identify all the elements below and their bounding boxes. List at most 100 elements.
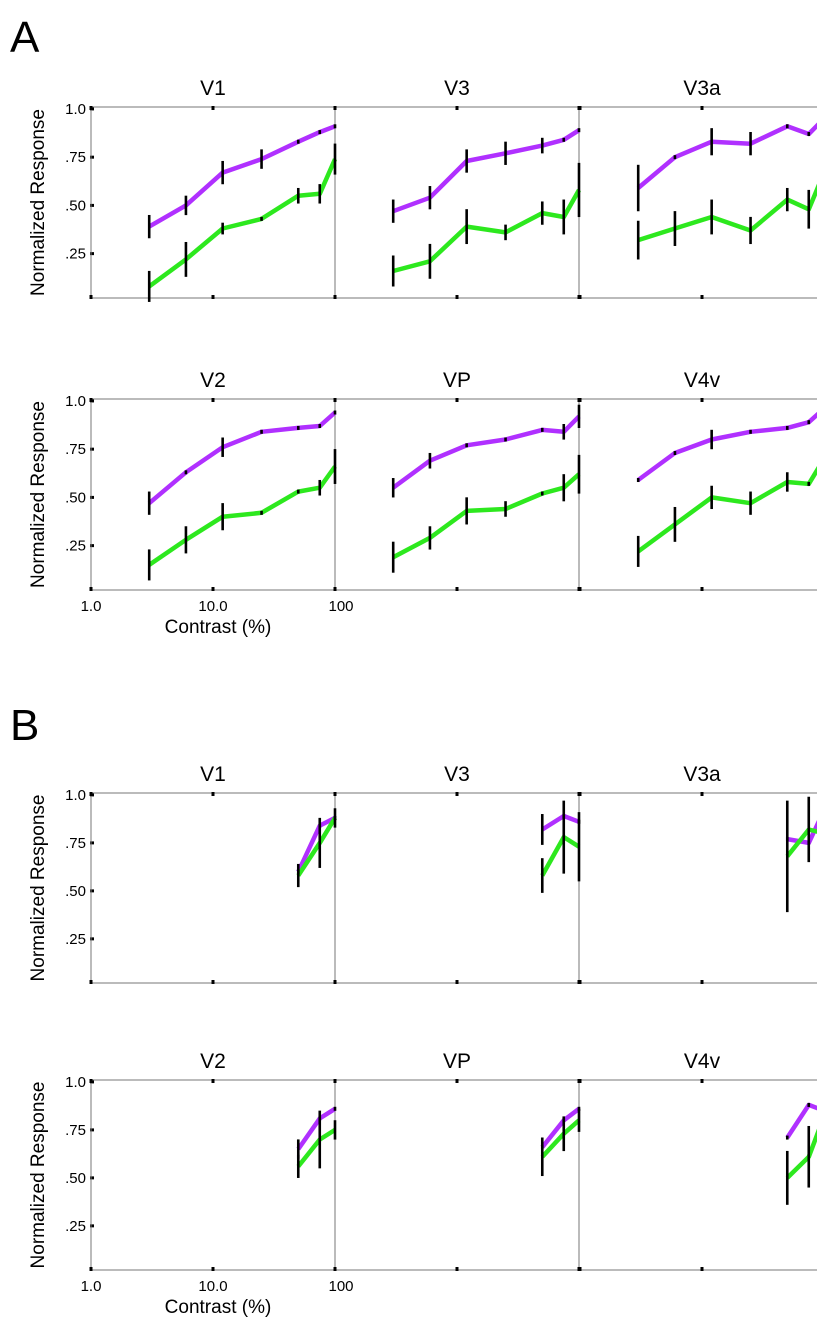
x-tick-bottom-A-r2-V2 — [89, 587, 93, 591]
series-layer — [147, 122, 817, 1180]
y-tick-label-B-r1: 1.0 — [65, 787, 86, 804]
y-tick-label-B-r2: .75 — [65, 1122, 86, 1139]
panel-label-A: A — [10, 13, 40, 62]
x-tick-bottom-B-r1-V3a — [578, 980, 582, 984]
y-tick-label-A-r2: .75 — [65, 441, 86, 458]
x-tick-top-A-r1-V3 — [455, 106, 459, 110]
subplot-title-A-r1-V3a: V3a — [683, 77, 721, 100]
subplot-title-A-r2-V2: V2 — [200, 369, 226, 392]
x-tick-bottom-B-r1-V3 — [333, 980, 337, 984]
x-tick-bottom-A-r1-V3a — [700, 295, 704, 299]
x-tick-bottom-B-r2-V2 — [89, 1267, 93, 1271]
y-axis-label-B-r2: Normalized Response — [28, 1082, 49, 1269]
y-tick-B-r1 — [90, 889, 94, 893]
x-tick-top-A-r1-V1 — [211, 106, 215, 110]
x-tick-top-A-r2-V4v — [578, 398, 582, 402]
x-tick-label-A: 1.0 — [81, 598, 102, 615]
x-tick-label-A: 10.0 — [198, 598, 227, 615]
x-axis-label-B: Contrast (%) — [165, 1297, 272, 1318]
x-axis-label-A: Contrast (%) — [165, 617, 272, 638]
y-tick-label-B-r2: .25 — [65, 1218, 86, 1235]
x-tick-top-B-r1-V3 — [333, 792, 337, 796]
subplot-title-A-r1-V3: V3 — [444, 77, 470, 100]
x-tick-top-A-r2-VP — [333, 398, 337, 402]
y-tick-B-r1 — [90, 937, 94, 941]
y-axis-label-A-r1: Normalized Response — [28, 109, 49, 296]
x-tick-bottom-A-r1-V3 — [333, 295, 337, 299]
series-line-purple-A-r2-VP — [391, 414, 581, 490]
x-tick-bottom-A-r2-VP — [333, 587, 337, 591]
x-tick-top-B-r1-V1 — [211, 792, 215, 796]
y-tick-label-A-r1: .50 — [65, 197, 86, 214]
y-tick-B-r1 — [90, 841, 94, 845]
y-axis-label-A-r2: Normalized Response — [28, 401, 49, 588]
series-line-green-B-r2-V2 — [296, 1127, 337, 1168]
x-tick-bottom-B-r2-VP — [333, 1267, 337, 1271]
y-tick-label-A-r2: .25 — [65, 538, 86, 555]
subplot-title-B-r2-V4v: V4v — [684, 1050, 721, 1073]
text-layer: A Normalized Response 1.0 .75 .50 .25 V1 V3 V3a N… — [10, 13, 721, 1318]
y-tick-B-r2 — [90, 1128, 94, 1132]
y-tick-label-B-r2: 1.0 — [65, 1074, 86, 1091]
series-line-green-B-r1-V3 — [540, 834, 581, 877]
x-tick-bottom-A-r1-V1 — [211, 295, 215, 299]
x-tick-label-A: 100 — [328, 598, 353, 615]
x-tick-top-A-r1-V3a — [700, 106, 704, 110]
y-tick-label-A-r1: .75 — [65, 149, 86, 166]
panel-label-B: B — [10, 701, 39, 750]
x-tick-bottom-A-r1-V3a — [578, 295, 582, 299]
series-line-green-A-r1-V1 — [147, 158, 338, 289]
x-tick-top-B-r2-V4v — [578, 1079, 582, 1083]
series-line-green-B-r2-V4v — [785, 1128, 817, 1180]
x-tick-top-B-r1-V1 — [89, 792, 93, 796]
y-tick-A-r2 — [90, 447, 94, 451]
y-tick-label-A-r1: .25 — [65, 246, 86, 263]
subplot-title-B-r2-VP: VP — [443, 1050, 471, 1073]
series-line-purple-A-r1-V3a — [636, 122, 817, 190]
series-line-purple-A-r1-V3 — [392, 128, 581, 214]
y-tick-B-r2 — [90, 1176, 94, 1180]
x-tick-top-B-r2-VP — [333, 1079, 337, 1083]
x-tick-bottom-A-r1-V1 — [89, 295, 93, 299]
x-tick-top-A-r1-V3 — [333, 106, 337, 110]
y-axis-label-B-r1: Normalized Response — [28, 795, 49, 982]
x-tick-top-B-r1-V3a — [700, 792, 704, 796]
x-tick-top-A-r2-V4v — [700, 398, 704, 402]
x-tick-label-B: 1.0 — [81, 1278, 102, 1295]
series-line-green-A-r2-V4v — [636, 466, 817, 554]
x-tick-top-B-r1-V3a — [578, 792, 582, 796]
series-line-purple-B-r1-V3 — [541, 813, 580, 832]
subplot-title-B-r1-V3: V3 — [444, 763, 470, 786]
x-tick-top-A-r2-VP — [455, 398, 459, 402]
y-tick-label-B-r1: .50 — [65, 883, 86, 900]
x-tick-bottom-B-r2-V4v — [700, 1267, 704, 1271]
subplot-title-A-r2-V4v: V4v — [684, 369, 721, 392]
x-tick-bottom-A-r2-V2 — [211, 587, 215, 591]
x-tick-bottom-B-r1-V3a — [700, 980, 704, 984]
subplot-title-B-r1-V1: V1 — [200, 763, 226, 786]
y-tick-A-r2 — [90, 544, 94, 548]
x-tick-bottom-A-r2-V4v — [700, 587, 704, 591]
subplot-title-B-r1-V3a: V3a — [683, 763, 721, 786]
y-tick-A-r1 — [90, 203, 94, 207]
series-line-purple-A-r2-V4v — [636, 411, 817, 482]
x-tick-top-B-r2-V4v — [700, 1079, 704, 1083]
x-tick-top-B-r2-V2 — [211, 1079, 215, 1083]
x-tick-top-B-r1-V3 — [455, 792, 459, 796]
x-tick-bottom-A-r1-V3 — [455, 295, 459, 299]
x-tick-bottom-A-r2-VP — [455, 587, 459, 591]
x-tick-label-B: 100 — [328, 1278, 353, 1295]
series-line-green-A-r1-V3a — [637, 183, 817, 243]
series-line-green-A-r2-VP — [392, 472, 581, 560]
x-tick-top-A-r1-V3a — [578, 106, 582, 110]
y-tick-label-A-r2: .50 — [65, 489, 86, 506]
x-tick-top-A-r1-V1 — [89, 106, 93, 110]
x-tick-bottom-A-r2-V4v — [578, 587, 582, 591]
y-tick-label-B-r1: .75 — [65, 835, 86, 852]
series-line-green-B-r1-V1 — [296, 816, 337, 877]
x-tick-bottom-B-r1-V1 — [89, 980, 93, 984]
y-tick-label-B-r1: .25 — [65, 931, 86, 948]
subplot-title-A-r2-VP: VP — [443, 369, 471, 392]
x-tick-bottom-B-r2-VP — [455, 1267, 459, 1271]
